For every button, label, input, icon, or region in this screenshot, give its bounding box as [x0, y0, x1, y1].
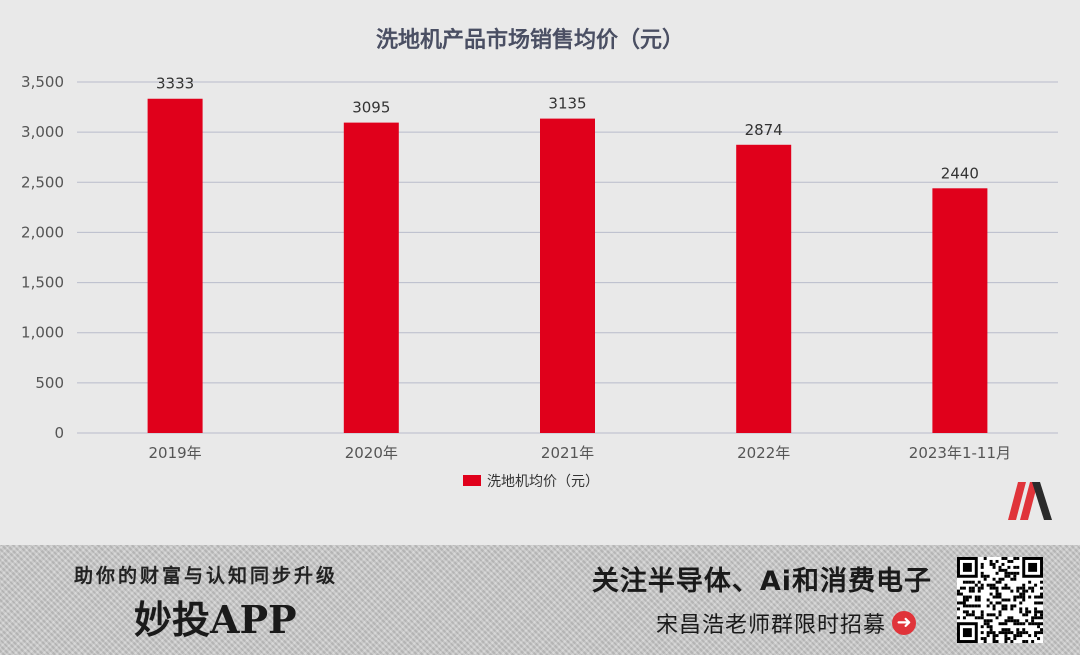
x-tick-label: 2020年 [345, 444, 398, 462]
bar [147, 98, 203, 433]
data-label: 3135 [548, 95, 586, 113]
y-tick-label: 2,500 [21, 173, 64, 191]
x-tick-label: 2022年 [737, 444, 790, 462]
x-axis-ticks: 2019年 2020年 2021年 2022年 2023年1-11月 [149, 444, 1012, 462]
y-tick-label: 2,000 [21, 223, 64, 241]
m-logo-icon [1008, 482, 1052, 520]
x-tick-label: 2021年 [541, 444, 594, 462]
x-tick-label: 2019年 [149, 444, 202, 462]
data-label: 3333 [156, 75, 194, 93]
bar [736, 144, 792, 433]
chart-area: 洗地机产品市场销售均价（元） 0 500 1,000 1,500 2,000 2,500 3… [21, 27, 1058, 520]
chart-title: 洗地机产品市场销售均价（元） [376, 27, 684, 53]
legend-label: 洗地机均价（元） [487, 474, 599, 490]
qr-code-icon[interactable] [957, 557, 1043, 643]
data-label: 2440 [941, 164, 979, 182]
y-tick-label: 3,500 [21, 73, 64, 91]
data-label: 2874 [745, 121, 783, 139]
arrow-right-circle-icon[interactable]: ➜ [892, 611, 916, 635]
y-tick-label: 1,500 [21, 274, 64, 292]
promo-subline[interactable]: 宋昌浩老师群限时招募 ➜ [656, 607, 916, 639]
promo-subtext: 宋昌浩老师群限时招募 [655, 613, 886, 638]
bar [343, 122, 399, 433]
y-tick-label: 3,000 [21, 123, 64, 141]
slogan-text: 助你的财富与认知同步升级 [74, 565, 339, 587]
bar [932, 188, 988, 433]
x-tick-label: 2023年1-11月 [909, 444, 1011, 462]
y-tick-label: 0 [54, 424, 64, 442]
promo-banner: 助你的财富与认知同步升级 妙投APP 关注半导体、Ai和消费电子 宋昌浩老师群限… [0, 545, 1080, 655]
data-label: 3095 [352, 99, 390, 117]
app-name: 妙投APP [134, 597, 297, 642]
chart-svg: 洗地机产品市场销售均价（元） 0 500 1,000 1,500 2,000 2,500 3… [21, 27, 1058, 490]
legend-swatch [463, 475, 481, 486]
y-tick-label: 500 [35, 374, 64, 392]
y-axis-ticks: 0 500 1,000 1,500 2,000 2,500 3,000 3,500 [21, 73, 64, 442]
bars: 3333 3095 3135 2874 2440 [147, 75, 988, 434]
y-tick-label: 1,000 [21, 324, 64, 342]
bar [540, 118, 595, 434]
legend: 洗地机均价（元） [463, 474, 599, 490]
promo-headline: 关注半导体、Ai和消费电子 [591, 566, 932, 597]
